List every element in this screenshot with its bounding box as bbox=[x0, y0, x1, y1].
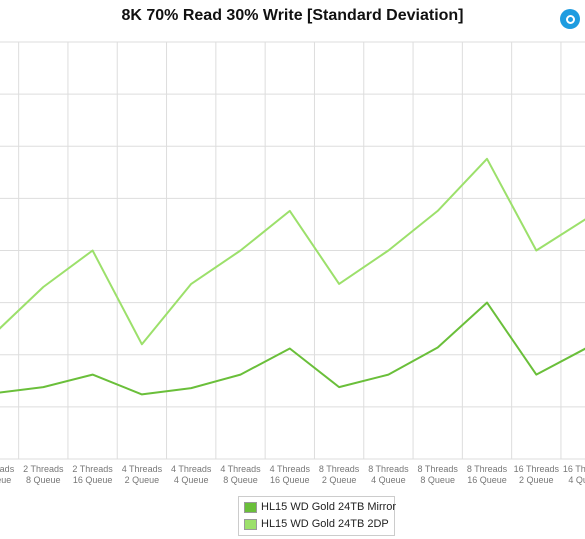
x-tick-label: 2 Threads bbox=[72, 464, 113, 474]
x-tick-label: 2 Threads bbox=[23, 464, 64, 474]
x-tick-label: 16 Threads bbox=[514, 464, 560, 474]
x-tick-label: 8 Queue bbox=[420, 475, 455, 485]
legend: HL15 WD Gold 24TB Mirror HL15 WD Gold 24… bbox=[238, 496, 397, 536]
legend-label-2dp: HL15 WD Gold 24TB 2DP bbox=[261, 518, 389, 530]
x-tick-label: 2 Threads bbox=[0, 464, 15, 474]
x-tick-label: 2 Queue bbox=[322, 475, 357, 485]
x-tick-label: 4 Threads bbox=[171, 464, 212, 474]
series-line-1[interactable] bbox=[0, 157, 585, 346]
series-line-0[interactable] bbox=[0, 301, 585, 396]
x-tick-label: 16 Threads bbox=[563, 464, 585, 474]
legend-swatch-mirror bbox=[244, 502, 257, 513]
chart-title: 8K 70% Read 30% Write [Standard Deviatio… bbox=[121, 7, 464, 24]
x-tick-label: 8 Threads bbox=[467, 464, 508, 474]
x-tick-label: 16 Queue bbox=[73, 475, 113, 485]
x-tick-label: 4 Queue bbox=[371, 475, 406, 485]
x-tick-label: 2 Queue bbox=[519, 475, 554, 485]
legend-label-mirror: HL15 WD Gold 24TB Mirror bbox=[261, 501, 397, 513]
x-tick-label: 8 Threads bbox=[418, 464, 459, 474]
x-tick-label: 16 Queue bbox=[467, 475, 507, 485]
x-tick-label: 4 Threads bbox=[122, 464, 163, 474]
x-tick-label: 8 Queue bbox=[26, 475, 61, 485]
chart-menu-icon[interactable] bbox=[560, 9, 580, 29]
x-tick-label: 8 Queue bbox=[223, 475, 258, 485]
x-tick-label: 4 Queue bbox=[568, 475, 585, 485]
legend-swatch-2dp bbox=[244, 519, 257, 530]
x-tick-label: 8 Threads bbox=[368, 464, 409, 474]
x-tick-label: 8 Threads bbox=[319, 464, 360, 474]
x-tick-label: 2 Queue bbox=[125, 475, 160, 485]
x-tick-label: 4 Threads bbox=[220, 464, 261, 474]
x-tick-label: 4 Queue bbox=[174, 475, 209, 485]
x-tick-label: 16 Queue bbox=[270, 475, 310, 485]
x-tick-label: 4 Threads bbox=[270, 464, 311, 474]
x-tick-label: 4 Queue bbox=[0, 475, 11, 485]
